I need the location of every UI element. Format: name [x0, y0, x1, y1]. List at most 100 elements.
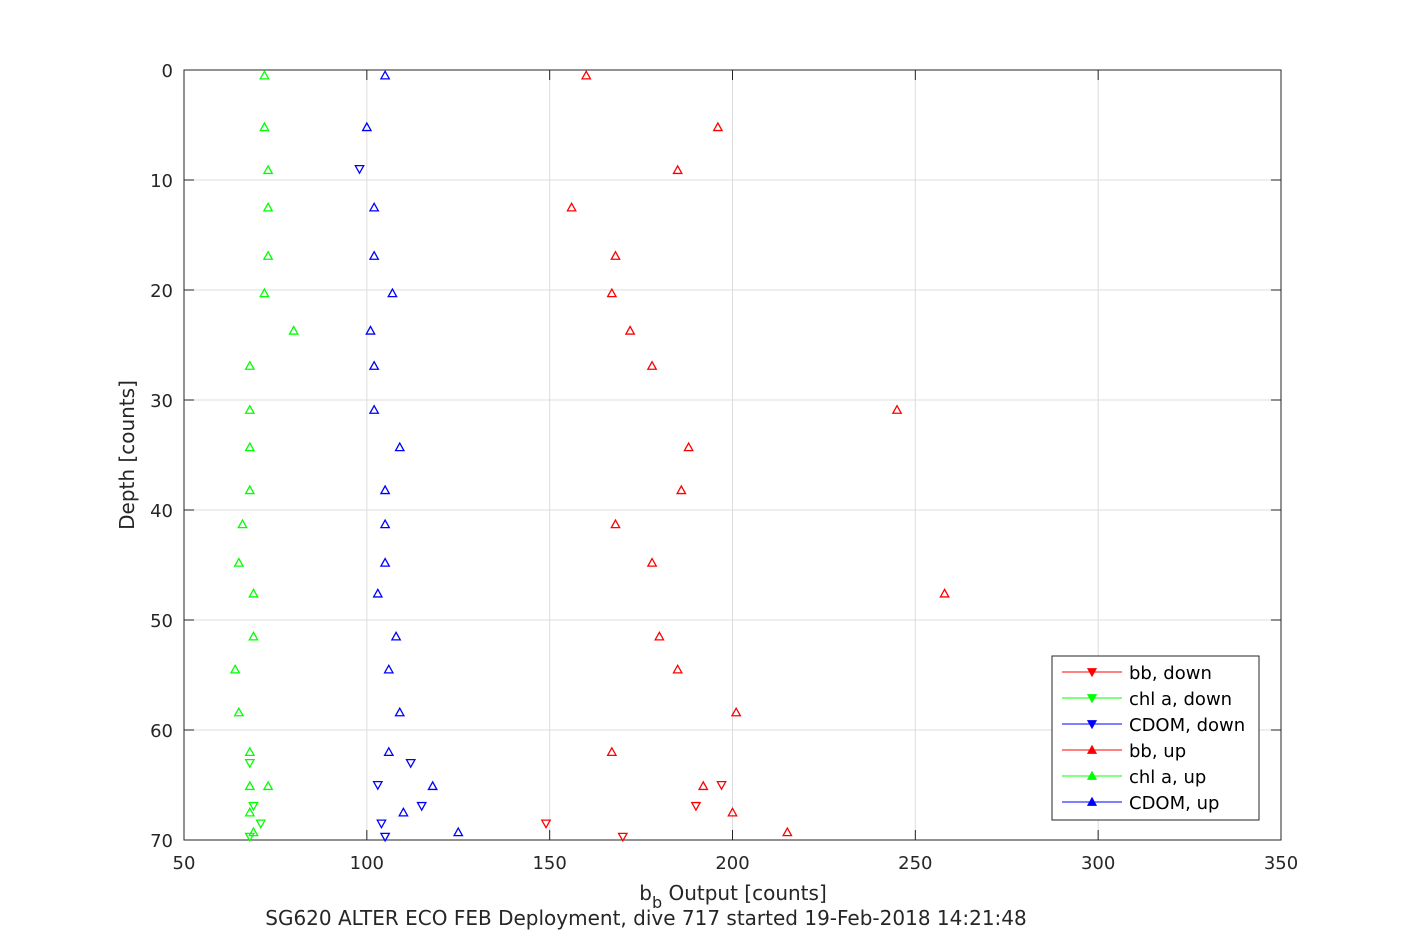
data-point	[244, 441, 256, 452]
x-tick-label: 50	[173, 853, 196, 874]
data-point	[255, 819, 267, 830]
data-point	[354, 164, 365, 175]
y-tick-label: 10	[150, 171, 173, 192]
data-point	[262, 250, 274, 260]
data-point	[727, 806, 738, 817]
data-point	[683, 441, 694, 452]
x-axis-label-rest: Output [counts]	[662, 881, 827, 905]
legend-marker	[1086, 796, 1098, 806]
legend-box	[1051, 655, 1260, 821]
legend-label: CDOM, down	[1129, 715, 1245, 736]
data-point	[610, 518, 621, 529]
legend-marker	[1086, 770, 1098, 780]
x-tick-labels: 50 100 150 200 250 300 350	[173, 853, 1299, 874]
y-tick-label: 60	[150, 721, 173, 742]
data-point	[672, 164, 683, 175]
data-point	[690, 801, 702, 812]
data-point	[376, 819, 387, 830]
data-point	[361, 121, 373, 132]
data-point	[229, 663, 241, 674]
legend-label: CDOM, up	[1129, 793, 1219, 814]
data-point	[452, 826, 464, 837]
x-tick-label: 150	[532, 853, 566, 874]
data-point	[259, 287, 270, 298]
legend-marker	[1086, 668, 1098, 678]
x-tick-label: 100	[350, 853, 384, 874]
data-point	[405, 758, 417, 769]
data-point	[244, 758, 256, 769]
data-point	[606, 746, 618, 757]
y-tick-label: 0	[162, 61, 173, 82]
data-point	[237, 518, 248, 529]
data-point	[244, 780, 256, 791]
data-point	[372, 780, 384, 791]
y-tick-label: 40	[150, 501, 173, 522]
data-point	[697, 780, 709, 791]
data-point	[244, 832, 256, 843]
data-point	[372, 588, 384, 598]
data-point	[716, 780, 727, 791]
data-point	[262, 201, 274, 212]
data-point	[259, 121, 270, 132]
x-tick-label: 200	[715, 853, 749, 874]
data-point	[248, 826, 259, 837]
data-point	[782, 826, 793, 837]
x-axis-label-subscript: b	[652, 893, 662, 912]
series-2	[354, 164, 427, 843]
x-axis-label: bb Output [counts]	[639, 881, 827, 912]
data-point	[398, 806, 409, 817]
data-point	[624, 325, 636, 335]
legend-label: chl a, down	[1129, 689, 1232, 710]
data-point	[379, 557, 391, 567]
data-point	[390, 630, 402, 641]
data-point	[288, 325, 300, 335]
data-point	[248, 801, 259, 812]
data-point	[610, 250, 621, 260]
data-point	[233, 557, 245, 567]
y-tick-label: 20	[150, 281, 173, 302]
data-point	[646, 360, 658, 370]
data-point	[427, 780, 438, 791]
x-tick-label: 350	[1264, 853, 1298, 874]
data-point	[379, 518, 391, 529]
data-point	[676, 484, 687, 495]
legend-label: bb, down	[1129, 663, 1212, 684]
data-point	[244, 806, 256, 817]
data-point	[672, 663, 683, 674]
data-point	[387, 287, 398, 298]
data-point	[646, 557, 658, 567]
data-point	[394, 441, 406, 452]
data-point	[394, 706, 406, 717]
data-point	[248, 588, 259, 598]
data-point	[262, 164, 274, 175]
series-1	[244, 758, 267, 843]
data-point	[244, 360, 256, 370]
data-point	[416, 801, 427, 812]
data-point	[712, 121, 724, 132]
data-point	[891, 404, 903, 414]
legend-marker	[1086, 720, 1098, 730]
data-point	[233, 706, 245, 717]
legend-label: chl a, up	[1129, 767, 1206, 788]
data-point	[383, 663, 395, 674]
data-point	[939, 588, 950, 598]
y-tick-label: 30	[150, 391, 173, 412]
series-3	[566, 69, 950, 837]
y-axis-label: Depth [counts]	[115, 380, 139, 530]
data-point	[244, 484, 256, 495]
series-0	[540, 780, 727, 843]
chart-caption: SG620 ALTER ECO FEB Deployment, dive 717…	[265, 906, 1026, 930]
axes	[183, 69, 1282, 841]
data-markers	[229, 69, 950, 843]
y-tick-label: 70	[150, 831, 173, 852]
data-point	[244, 404, 256, 414]
data-point	[262, 780, 274, 791]
series-4	[229, 69, 300, 837]
data-point	[379, 484, 391, 495]
data-point	[617, 832, 629, 843]
x-tick-label: 250	[898, 853, 932, 874]
data-point	[379, 69, 391, 80]
data-point	[368, 360, 380, 370]
data-point	[365, 325, 376, 335]
